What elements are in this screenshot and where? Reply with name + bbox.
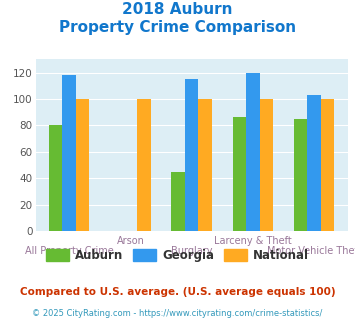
Bar [49,125,62,231]
Text: 2018 Auburn: 2018 Auburn [122,2,233,16]
Bar [321,99,334,231]
Text: All Property Crime: All Property Crime [25,246,114,256]
Bar [233,117,246,231]
Text: Compared to U.S. average. (U.S. average equals 100): Compared to U.S. average. (U.S. average … [20,287,335,297]
Bar [307,95,321,231]
Text: Arson: Arson [116,236,144,246]
Legend: Auburn, Georgia, National: Auburn, Georgia, National [41,244,314,266]
Bar [62,75,76,231]
Text: Property Crime Comparison: Property Crime Comparison [59,20,296,35]
Bar [260,99,273,231]
Bar [246,73,260,231]
Bar [198,99,212,231]
Text: © 2025 CityRating.com - https://www.cityrating.com/crime-statistics/: © 2025 CityRating.com - https://www.city… [32,309,323,317]
Bar [294,119,307,231]
Text: Motor Vehicle Theft: Motor Vehicle Theft [267,246,355,256]
Bar [171,172,185,231]
Bar [76,99,89,231]
Text: Larceny & Theft: Larceny & Theft [214,236,292,246]
Bar [185,79,198,231]
Text: Burglary: Burglary [171,246,212,256]
Bar [137,99,151,231]
